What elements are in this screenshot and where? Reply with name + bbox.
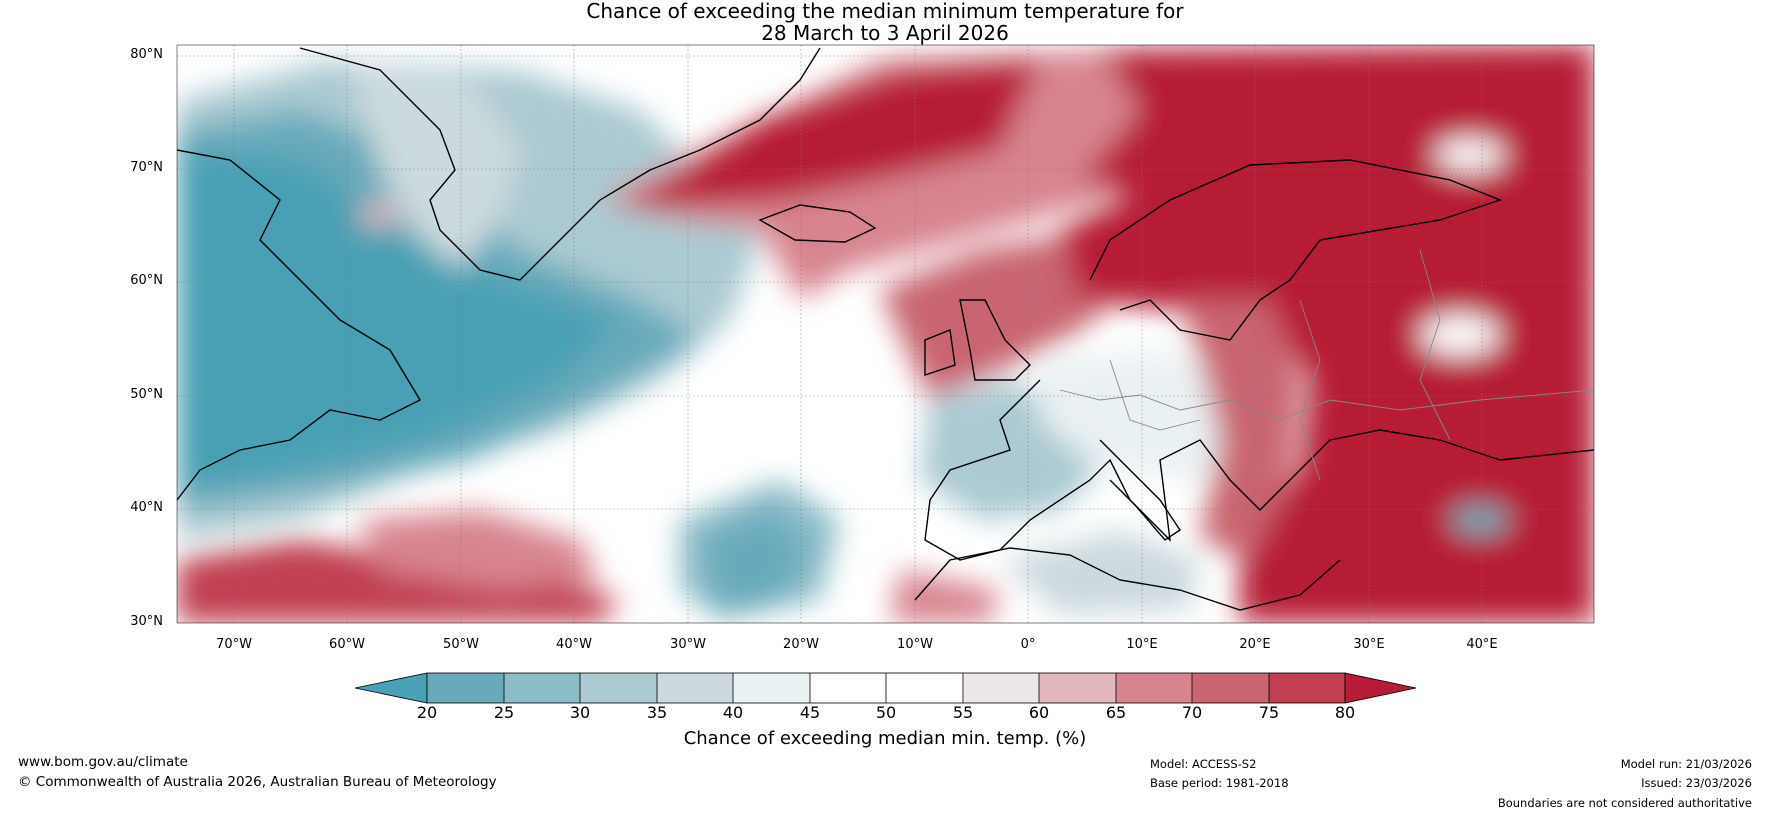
- colorbar-tick-75: 75: [1258, 703, 1280, 722]
- lon-label-30w: 30°W: [670, 637, 706, 652]
- lon-label-40e: 40°E: [1466, 637, 1498, 652]
- lon-label-50w: 50°W: [443, 637, 479, 652]
- colorbar-tick-50: 50: [875, 703, 897, 722]
- colorbar-tick-80: 80: [1334, 703, 1356, 722]
- lat-label-80n: 80°N: [130, 47, 163, 62]
- lon-label-40w: 40°W: [556, 637, 592, 652]
- north-america-coast: [177, 149, 421, 501]
- colorbar-segment-20-25: [427, 673, 504, 703]
- greenland-coast: [299, 47, 821, 281]
- issued-date: Issued: 23/03/2026: [1641, 776, 1752, 790]
- website-link[interactable]: www.bom.gov.au/climate: [18, 754, 188, 770]
- lon-label-0: 0°: [1020, 637, 1036, 652]
- colorbar-segment-35-40: [657, 673, 733, 703]
- lon-label-30e: 30°E: [1353, 637, 1385, 652]
- lat-label-30n: 30°N: [130, 614, 163, 629]
- copyright-text: © Commonwealth of Australia 2026, Austra…: [18, 774, 497, 790]
- colorbar-tick-70: 70: [1181, 703, 1203, 722]
- colorbar-segment-45-50: [810, 673, 886, 703]
- model-name: Model: ACCESS-S2: [1150, 757, 1257, 771]
- colorbar-segment-40-45: [733, 673, 810, 703]
- lon-label-70w: 70°W: [216, 637, 252, 652]
- colorbar-segment-30-35: [580, 673, 657, 703]
- model-run-date: Model run: 21/03/2026: [1620, 757, 1752, 771]
- lon-label-60w: 60°W: [329, 637, 365, 652]
- colorbar-tick-30: 30: [569, 703, 591, 722]
- europe-coast: [924, 379, 1594, 561]
- title-line-2: 28 March to 3 April 2026: [761, 21, 1009, 45]
- base-period: Base period: 1981-2018: [1150, 776, 1289, 790]
- colorbar: [354, 672, 1417, 704]
- colorbar-extend-low: [354, 672, 428, 704]
- lat-label-50n: 50°N: [130, 387, 163, 402]
- boundaries-disclaimer: Boundaries are not considered authoritat…: [1497, 796, 1752, 810]
- colorbar-tick-65: 65: [1105, 703, 1127, 722]
- colorbar-segment-60-65: [1039, 673, 1116, 703]
- lon-label-20w: 20°W: [783, 637, 819, 652]
- coastlines: [177, 47, 1594, 611]
- probability-field: [177, 45, 1594, 623]
- scandinavia-coast: [1089, 159, 1503, 341]
- colorbar-segment-50-55: [886, 673, 963, 703]
- colorbar-title: Chance of exceeding median min. temp. (%…: [683, 728, 1087, 749]
- iceland-coast: [758, 204, 877, 243]
- lon-label-20e: 20°E: [1239, 637, 1271, 652]
- colorbar-tick-60: 60: [1028, 703, 1050, 722]
- great-britain-coast: [959, 299, 1031, 381]
- lon-label-10w: 10°W: [897, 637, 933, 652]
- lon-label-10e: 10°E: [1126, 637, 1158, 652]
- colorbar-segment-75-80: [1269, 673, 1345, 703]
- lat-label-40n: 40°N: [130, 500, 163, 515]
- colorbar-tick-35: 35: [646, 703, 668, 722]
- country-borders: [1059, 249, 1594, 481]
- colorbar-segment-55-60: [963, 673, 1039, 703]
- italy-coast: [1099, 439, 1181, 541]
- colorbar-segment-25-30: [504, 673, 580, 703]
- ireland-coast: [924, 329, 956, 376]
- colorbar-segment-65-70: [1116, 673, 1192, 703]
- colorbar-tick-20: 20: [416, 703, 438, 722]
- colorbar-tick-45: 45: [799, 703, 821, 722]
- north-africa-coast: [914, 547, 1341, 611]
- lat-label-60n: 60°N: [130, 273, 163, 288]
- title-line-1: Chance of exceeding the median minimum t…: [586, 0, 1184, 23]
- colorbar-tick-55: 55: [952, 703, 974, 722]
- colorbar-tick-25: 25: [493, 703, 515, 722]
- colorbar-tick-40: 40: [722, 703, 744, 722]
- lat-label-70n: 70°N: [130, 160, 163, 175]
- graticule: [177, 45, 1594, 623]
- colorbar-extend-high: [1344, 672, 1417, 704]
- colorbar-segment-70-75: [1192, 673, 1269, 703]
